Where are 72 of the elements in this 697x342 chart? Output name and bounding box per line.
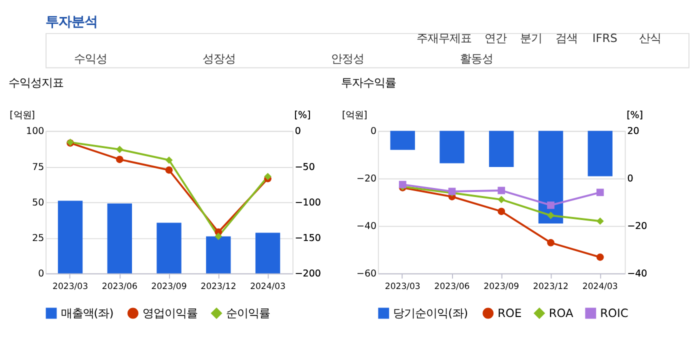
text: IFRS [592,31,618,46]
y2-tick-label: −100 [294,197,321,208]
y-axis-title: [억원] [10,110,36,122]
legend-label: 매출액(좌) [60,306,114,320]
bar [206,236,231,274]
point [116,156,124,164]
x-tick-label: 2023/12 [533,282,568,292]
y2-axis-title: [%] [294,110,311,122]
point [596,254,604,261]
y-tick-label: 75 [32,162,44,173]
y-tick-label: −20 [356,174,377,185]
point [498,208,506,216]
legend-label: 순이익률 [226,306,270,320]
legend-label: 당기순이익(좌) [393,306,468,320]
x-tick-label: 2023/06 [434,282,470,292]
point [165,166,173,174]
point [165,156,173,164]
text: 산식 [638,31,661,46]
y2-tick-label: −40 [627,268,648,280]
legend-label: 영업이익률 [142,306,198,320]
point [116,146,124,154]
y-tick-label: 100 [26,126,44,138]
x-tick-label: 2023/06 [102,282,138,292]
bar [107,204,132,274]
chart-title: 수익성지표 [8,75,64,90]
text: 활동성 [460,52,493,66]
y2-tick-label: −20 [627,221,648,232]
y2-tick-label: 0 [627,174,634,185]
x-tick-label: 2023/09 [484,282,520,292]
legend-label: ROIC [600,306,628,320]
y2-tick-label: −150 [294,233,321,244]
text: 검색 [555,31,578,46]
bar [156,222,182,274]
y-tick-label: 0 [38,268,44,280]
point [596,217,604,225]
legend-label: ROE [498,306,522,320]
x-tick-label: 2023/12 [200,282,236,292]
point [214,232,222,240]
y-axis-title: [억원] [342,110,368,122]
point [498,196,506,204]
x-tick-label: 2023/03 [52,282,88,292]
y-tick-label: −40 [356,221,377,232]
text: 투자분석 [46,14,98,30]
point [547,202,554,209]
point [596,188,604,196]
y2-tick-label: 20 [627,126,640,138]
bar [58,200,83,274]
y-tick-label: 0 [370,126,377,138]
bar [255,232,280,274]
x-tick-label: 2024/03 [250,282,286,292]
text: 연간 [484,31,507,46]
x-tick-label: 2023/03 [384,282,420,292]
legend-label: ROA [548,306,574,320]
text: 주재무제표 [416,31,472,46]
text: 분기 [520,31,542,46]
y-tick-label: −60 [356,268,377,280]
y2-tick-label: −200 [294,268,321,280]
text: 성장성 [202,52,236,66]
chart-title: 투자수익률 [340,75,396,90]
point [547,239,554,246]
text: 안정성 [331,52,364,66]
point [547,212,554,220]
y2-tick-label: 0 [294,126,301,138]
y2-axis-title: [%] [626,110,644,122]
y-tick-label: 50 [32,197,44,208]
y-tick-label: 25 [32,233,44,244]
text: 수익성 [74,52,108,66]
x-tick-label: 2024/03 [582,282,618,292]
x-tick-label: 2023/09 [151,282,187,292]
point [398,180,406,188]
point [498,186,506,194]
y2-tick-label: −50 [294,162,315,173]
